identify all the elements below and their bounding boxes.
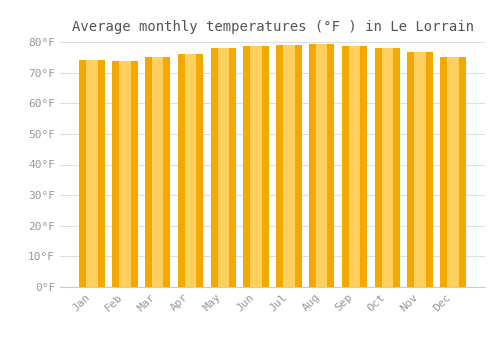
Title: Average monthly temperatures (°F ) in Le Lorrain: Average monthly temperatures (°F ) in Le… xyxy=(72,20,473,34)
Bar xyxy=(184,54,196,287)
Bar xyxy=(342,46,367,287)
Bar xyxy=(276,45,301,287)
Bar xyxy=(218,48,229,287)
Bar xyxy=(80,60,105,287)
Bar xyxy=(309,44,334,287)
Bar xyxy=(414,52,426,287)
Bar xyxy=(152,57,164,287)
Bar xyxy=(440,57,466,287)
Bar xyxy=(244,46,269,287)
Bar xyxy=(382,48,393,287)
Bar xyxy=(408,52,433,287)
Bar xyxy=(250,46,262,287)
Bar xyxy=(112,61,138,287)
Bar xyxy=(145,57,171,287)
Bar xyxy=(316,44,328,287)
Bar xyxy=(283,45,294,287)
Bar xyxy=(348,46,360,287)
Bar xyxy=(86,60,98,287)
Bar xyxy=(210,48,236,287)
Bar xyxy=(119,61,130,287)
Bar xyxy=(447,57,458,287)
Bar xyxy=(178,54,204,287)
Bar xyxy=(374,48,400,287)
